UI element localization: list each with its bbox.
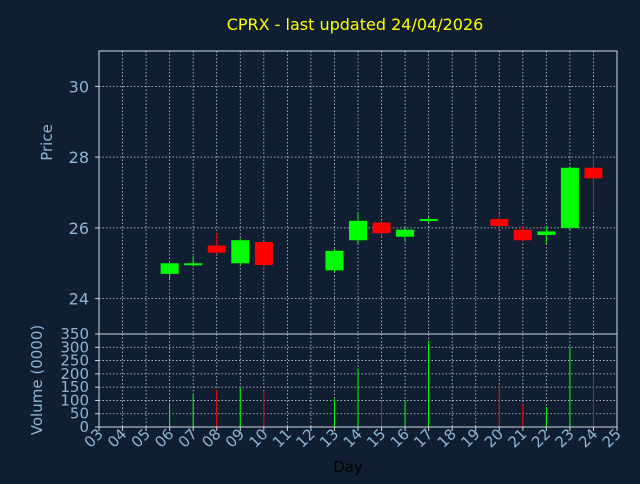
candle bbox=[584, 155, 603, 211]
price-y-ticks: 24 26 28 30 bbox=[69, 77, 99, 309]
price-tick-label: 24 bbox=[69, 290, 89, 309]
price-panel: 24 26 28 30 Price bbox=[38, 50, 618, 335]
candle bbox=[560, 165, 579, 230]
x-tick-labels: 0304050607080910111213141516171819202122… bbox=[81, 425, 625, 451]
candle bbox=[254, 242, 273, 269]
volume-tick-label: 50 bbox=[70, 405, 89, 423]
candle-body bbox=[560, 167, 579, 228]
candle-body bbox=[584, 167, 603, 179]
candle-body bbox=[160, 263, 179, 274]
candle bbox=[207, 233, 226, 255]
candle bbox=[325, 249, 344, 273]
candle-body bbox=[231, 240, 250, 264]
volume-axis-label: Volume (0000) bbox=[28, 325, 46, 435]
volume-tick-label: 300 bbox=[60, 338, 89, 356]
candle bbox=[513, 226, 532, 243]
price-tick-label: 30 bbox=[69, 77, 89, 96]
volume-tick-label: 100 bbox=[60, 391, 89, 409]
candle-body bbox=[254, 242, 273, 266]
candle bbox=[372, 220, 391, 237]
candle bbox=[349, 211, 367, 244]
volume-tick-label: 0 bbox=[79, 418, 89, 436]
price-tick-label: 26 bbox=[69, 219, 89, 238]
candle bbox=[231, 238, 250, 266]
candle-body bbox=[207, 245, 226, 253]
price-tick-label: 28 bbox=[69, 148, 89, 167]
candle bbox=[419, 217, 438, 223]
price-axis-label: Price bbox=[38, 124, 56, 161]
candle bbox=[184, 256, 203, 267]
candle-body bbox=[537, 231, 556, 235]
candle bbox=[160, 263, 179, 280]
candle-body bbox=[490, 219, 509, 227]
candle-body bbox=[372, 222, 391, 234]
volume-tick-label: 200 bbox=[60, 365, 89, 383]
chart-title: CPRX - last updated 24/04/2026 bbox=[227, 15, 484, 34]
volume-bars bbox=[169, 340, 594, 427]
candle-body bbox=[396, 229, 415, 237]
candle-body bbox=[513, 229, 532, 241]
candle-body bbox=[419, 219, 438, 222]
candles bbox=[160, 155, 603, 280]
volume-tick-label: 150 bbox=[60, 378, 89, 396]
candle bbox=[396, 227, 415, 243]
candle-body bbox=[349, 220, 367, 241]
volume-tick-label: 350 bbox=[60, 325, 89, 343]
candle-body bbox=[184, 263, 203, 266]
volume-tick-label: 250 bbox=[60, 352, 89, 370]
candle bbox=[490, 213, 509, 230]
candle bbox=[537, 226, 556, 244]
x-axis-label: Day bbox=[333, 458, 363, 476]
candle-body bbox=[325, 250, 344, 271]
